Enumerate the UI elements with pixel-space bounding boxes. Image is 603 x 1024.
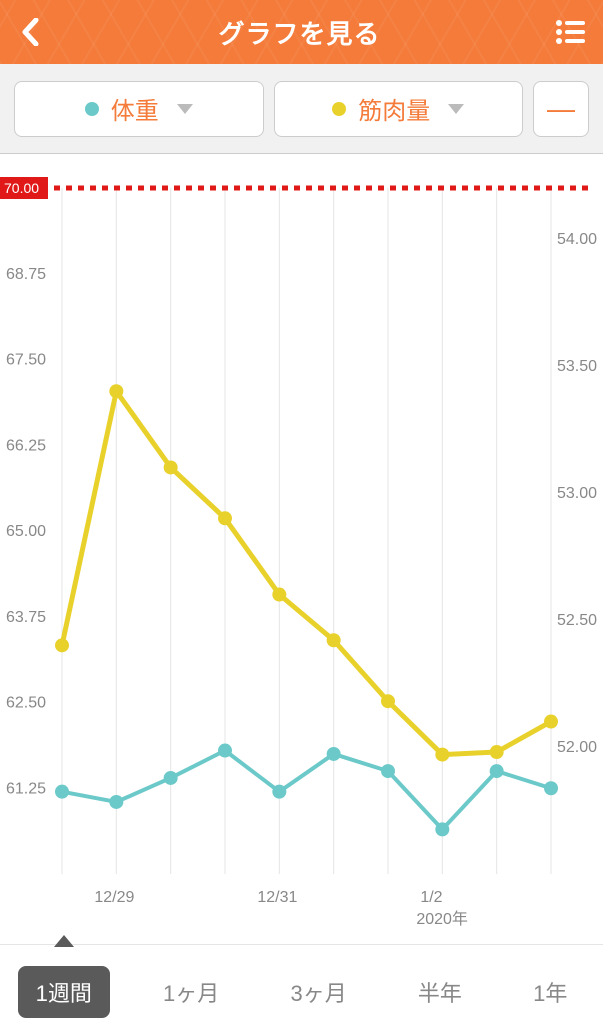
period-tab[interactable]: 1ヶ月	[145, 966, 237, 1018]
app-header: グラフを見る	[0, 0, 603, 64]
svg-text:53.00: 53.00	[557, 485, 597, 502]
svg-text:65.00: 65.00	[6, 523, 46, 540]
svg-text:62.50: 62.50	[6, 695, 46, 712]
metric2-label: 筋肉量	[358, 91, 430, 126]
period-tab[interactable]: 1週間	[18, 966, 110, 1018]
menu-button[interactable]	[553, 17, 587, 47]
svg-text:12/31: 12/31	[257, 889, 297, 906]
svg-text:12/29: 12/29	[94, 889, 134, 906]
svg-text:66.25: 66.25	[6, 437, 46, 454]
active-period-pointer	[54, 935, 74, 947]
metric1-dropdown[interactable]: 体重	[14, 81, 264, 137]
svg-text:1/2: 1/2	[420, 889, 442, 906]
period-tab[interactable]: 半年	[400, 966, 480, 1018]
svg-text:2020年: 2020年	[416, 910, 468, 928]
period-tab[interactable]: 1年	[515, 966, 585, 1018]
metric-selector-bar: 体重 筋肉量 —	[0, 64, 603, 154]
svg-text:52.00: 52.00	[557, 739, 597, 756]
svg-text:68.75: 68.75	[6, 266, 46, 283]
svg-text:67.50: 67.50	[6, 352, 46, 369]
metric2-color-dot	[332, 102, 346, 116]
metric2-dropdown[interactable]: 筋肉量	[274, 81, 524, 137]
period-tab[interactable]: 3ヶ月	[272, 966, 364, 1018]
metric1-color-dot	[85, 102, 99, 116]
clear-metric-button[interactable]: —	[533, 81, 589, 137]
svg-text:53.50: 53.50	[557, 358, 597, 375]
dropdown-caret-icon	[448, 104, 464, 114]
svg-text:63.75: 63.75	[6, 609, 46, 626]
period-tab-bar: 1週間 1ヶ月 3ヶ月半年 1年	[0, 944, 603, 1024]
svg-text:54.00: 54.00	[557, 231, 597, 248]
svg-text:61.25: 61.25	[6, 780, 46, 797]
page-title: グラフを見る	[218, 14, 380, 51]
svg-text:70.00: 70.00	[4, 180, 39, 196]
svg-text:52.50: 52.50	[557, 612, 597, 629]
chart-area[interactable]: 70.00 68.75 67.50 66.25 65.00 63.75 62.50 61.25…	[0, 154, 603, 944]
back-button[interactable]	[16, 17, 46, 47]
dropdown-caret-icon	[177, 104, 193, 114]
clear-label: —	[547, 93, 575, 125]
line-chart-svg: 70.00 68.75 67.50 66.25 65.00 63.75 62.50 61.25…	[0, 154, 603, 944]
metric1-label: 体重	[111, 91, 159, 126]
